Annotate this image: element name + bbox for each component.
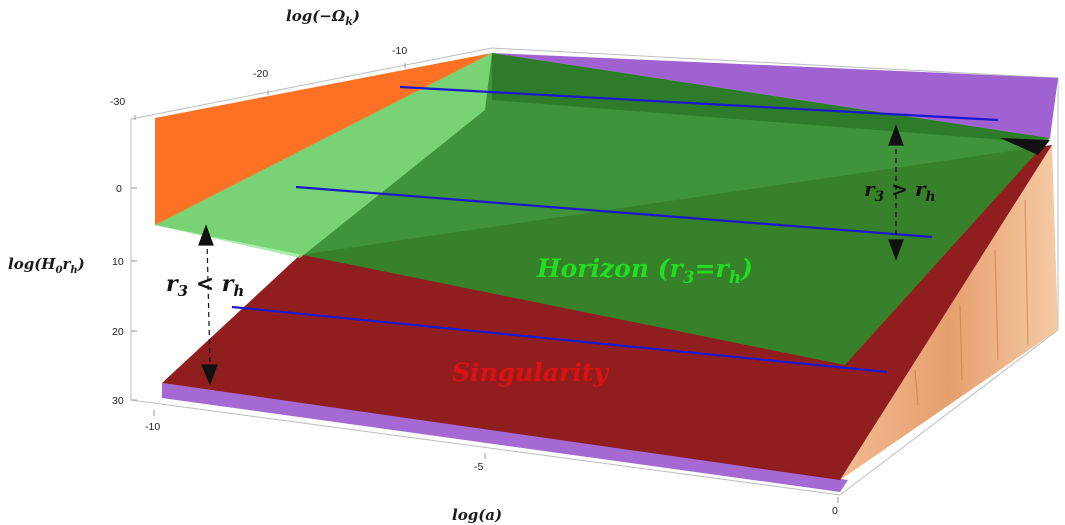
purple-wall: [492, 53, 1058, 138]
light-green-region: [155, 53, 492, 258]
black-notch: [1000, 138, 1050, 155]
x-tick-label: 0: [832, 505, 838, 517]
purple-floor: [162, 383, 848, 492]
x-tick-label: -10: [145, 421, 160, 433]
relation-lower-label: r3 < rh: [166, 271, 244, 300]
arrow-lower: [198, 224, 218, 386]
dark-green-band: [492, 53, 1050, 140]
singularity-label: Singularity: [452, 358, 609, 387]
y-tick-label: -30: [110, 96, 125, 108]
z-tick-label: 0: [116, 183, 122, 195]
z-tick-label: 30: [112, 395, 124, 407]
arrow-upper: [888, 124, 904, 261]
x-tick-label: -5: [474, 461, 483, 473]
horizon-label: Horizon (r3=rh): [536, 254, 753, 288]
y-tick-label: -10: [392, 45, 407, 57]
z-tick-label: 20: [112, 326, 124, 338]
y-tick-label: -20: [253, 68, 268, 80]
trajectory-lines: [231, 85, 999, 374]
trajectory-line-bottom: [231, 305, 888, 374]
relation-upper-label: r3 > rh: [864, 177, 936, 205]
orange-wall: [155, 53, 492, 225]
tan-side-surface: [840, 145, 1058, 480]
z-axis-title: log(H0rh): [8, 255, 85, 276]
z-axis-ticks: 0 10 20 30: [112, 183, 137, 407]
trajectory-line-top: [399, 85, 999, 122]
y-axis-title: log(−Ωk): [286, 7, 360, 28]
x-axis-title: log(a): [452, 506, 502, 524]
x-axis-ticks: -10 -5 0: [145, 410, 839, 517]
tan-ridges: [914, 199, 1029, 406]
trajectory-line-middle: [295, 185, 933, 239]
z-tick-label: 10: [112, 256, 124, 268]
y-axis-ticks: -10 -20 -30: [110, 45, 407, 120]
